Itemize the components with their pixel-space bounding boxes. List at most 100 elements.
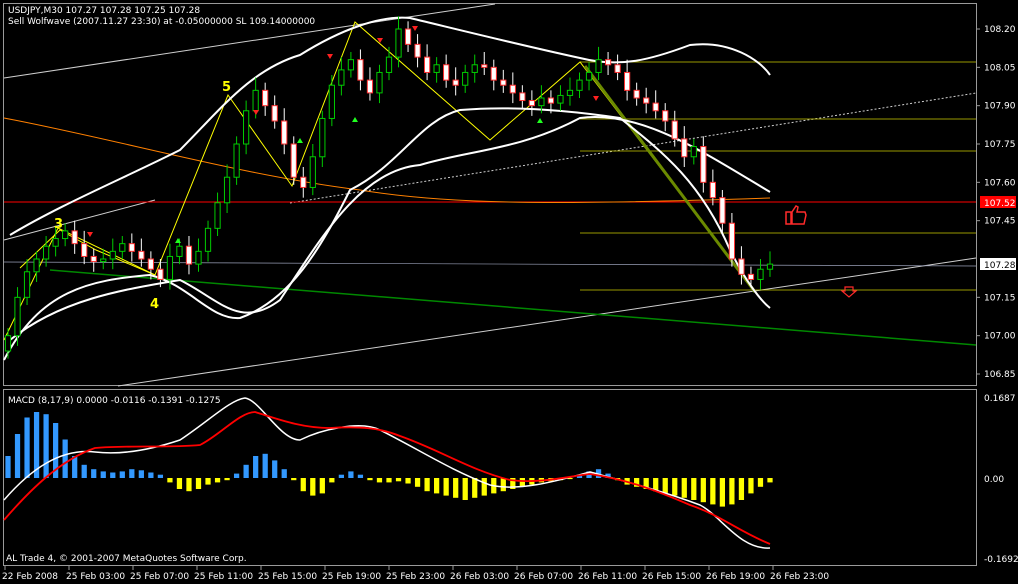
signal-info: Sell Wolfwave (2007.11.27 23:30) at -0.0… [8, 17, 315, 27]
channel-left-line [3, 199, 156, 241]
time-tick-label: 25 Feb 23:00 [386, 572, 445, 582]
candle-body [471, 64, 478, 73]
candle-body [443, 64, 450, 81]
candle-body [423, 56, 431, 73]
macd-histogram-bar [738, 478, 745, 500]
time-tick-label: 26 Feb 11:00 [578, 572, 637, 582]
channel-lower-line [117, 257, 977, 387]
channel-dotted-line [289, 92, 977, 204]
macd-pane-border [3, 389, 977, 566]
candle-body [585, 71, 593, 81]
macd-histogram-bar [272, 460, 278, 478]
projection-line [583, 65, 757, 293]
macd-lines [3, 397, 771, 549]
macd-histogram-bar [729, 478, 735, 505]
price-tick-label: 108.20 [984, 25, 1016, 35]
candle-body [700, 146, 707, 183]
candle-body [319, 117, 326, 158]
candle-body [338, 69, 345, 86]
time-tick-label: 25 Feb 11:00 [194, 572, 253, 582]
candle-body [147, 258, 154, 270]
candle-body [738, 258, 745, 275]
price-pane-border [3, 3, 977, 386]
candle-body [595, 59, 602, 73]
time-tick-label: 26 Feb 03:00 [450, 572, 509, 582]
wave-label-3: 3 [54, 217, 63, 232]
candle-body [166, 255, 174, 280]
macd-histogram-bar [129, 469, 135, 478]
macd-histogram-bar [453, 478, 459, 498]
macd-histogram-bar [519, 478, 525, 487]
trend-line [49, 269, 977, 346]
macd-histogram-bar [653, 478, 659, 492]
candle-body [433, 64, 440, 73]
candle-body [100, 258, 107, 263]
macd-histogram-bar [110, 472, 116, 478]
price-tick-label: 107.60 [984, 178, 1016, 188]
candle-body [643, 97, 650, 104]
time-tick-label: 26 Feb 15:00 [642, 572, 701, 582]
bollinger-bands [3, 16, 771, 361]
candle-body [547, 97, 555, 104]
channel-upper-line [3, 3, 496, 79]
candle-body [490, 66, 497, 81]
symbol-info: USDJPY,M30 107.27 107.28 107.25 107.28 [8, 6, 200, 16]
macd-histogram-bar [405, 478, 411, 484]
macd-histogram-bar [53, 423, 59, 478]
candle-body [262, 89, 269, 107]
macd-histogram-bar [386, 478, 392, 483]
macd-histogram-bar [243, 464, 249, 478]
macd-histogram-bar [148, 472, 154, 478]
macd-histogram-bar [81, 464, 87, 478]
macd-histogram-bar [576, 475, 583, 478]
time-tick-label: 25 Feb 19:00 [322, 572, 381, 582]
candle-body [328, 84, 335, 119]
price-overlays [3, 3, 977, 387]
candle-body [747, 273, 755, 280]
candle-body [128, 243, 135, 252]
candle-body [347, 59, 355, 71]
sell-arrow [412, 26, 418, 31]
macd-histogram-bar [14, 434, 21, 478]
sell-arrow [253, 110, 259, 115]
macd-axis-bottom: -0.1692 [984, 555, 1018, 565]
buy-arrow [537, 118, 543, 123]
candle-body [538, 97, 545, 107]
macd-histogram-bar [424, 478, 430, 492]
macd-histogram-bar [672, 478, 678, 496]
candle-body [395, 28, 402, 58]
time-tick-label: 26 Feb 23:00 [770, 572, 829, 582]
macd-histogram-bar [462, 478, 468, 500]
candle-body [81, 243, 88, 257]
candle-body [281, 120, 288, 145]
candle-body [271, 105, 278, 122]
candle-body [604, 59, 612, 66]
buy-arrow [297, 138, 303, 143]
candle-body [14, 296, 21, 337]
macd-histogram-bar [281, 469, 287, 478]
candle-body [766, 263, 774, 270]
sell-arrow [377, 38, 383, 43]
macd-histogram-bar [700, 478, 706, 503]
macd-histogram-bar [643, 478, 649, 489]
candle-body [576, 79, 583, 91]
macd-histogram-bar [605, 473, 611, 478]
macd-histogram-bar [100, 471, 106, 478]
time-tick-label: 22 Feb 2008 [2, 572, 58, 582]
candle-body [214, 202, 221, 229]
price-tick-label: 106.85 [984, 370, 1016, 380]
candle-body [404, 28, 412, 45]
macd-axis-zero: 0.00 [984, 475, 1004, 485]
macd-histogram-bar [376, 478, 383, 483]
macd-histogram-bar [176, 478, 183, 489]
macd-histogram-bar [443, 478, 449, 496]
price-tick-label: 107.90 [984, 102, 1016, 112]
candle-body [233, 143, 240, 178]
macd-label: MACD (8,17,9) 0.0000 -0.0116 -0.1391 -0.… [8, 396, 221, 406]
current-price-badge: 107.28 [984, 261, 1016, 271]
candle-body [90, 255, 97, 263]
macd-histogram-bar [367, 478, 373, 481]
macd-histogram-bar [634, 478, 640, 487]
buy-arrow [352, 117, 358, 122]
